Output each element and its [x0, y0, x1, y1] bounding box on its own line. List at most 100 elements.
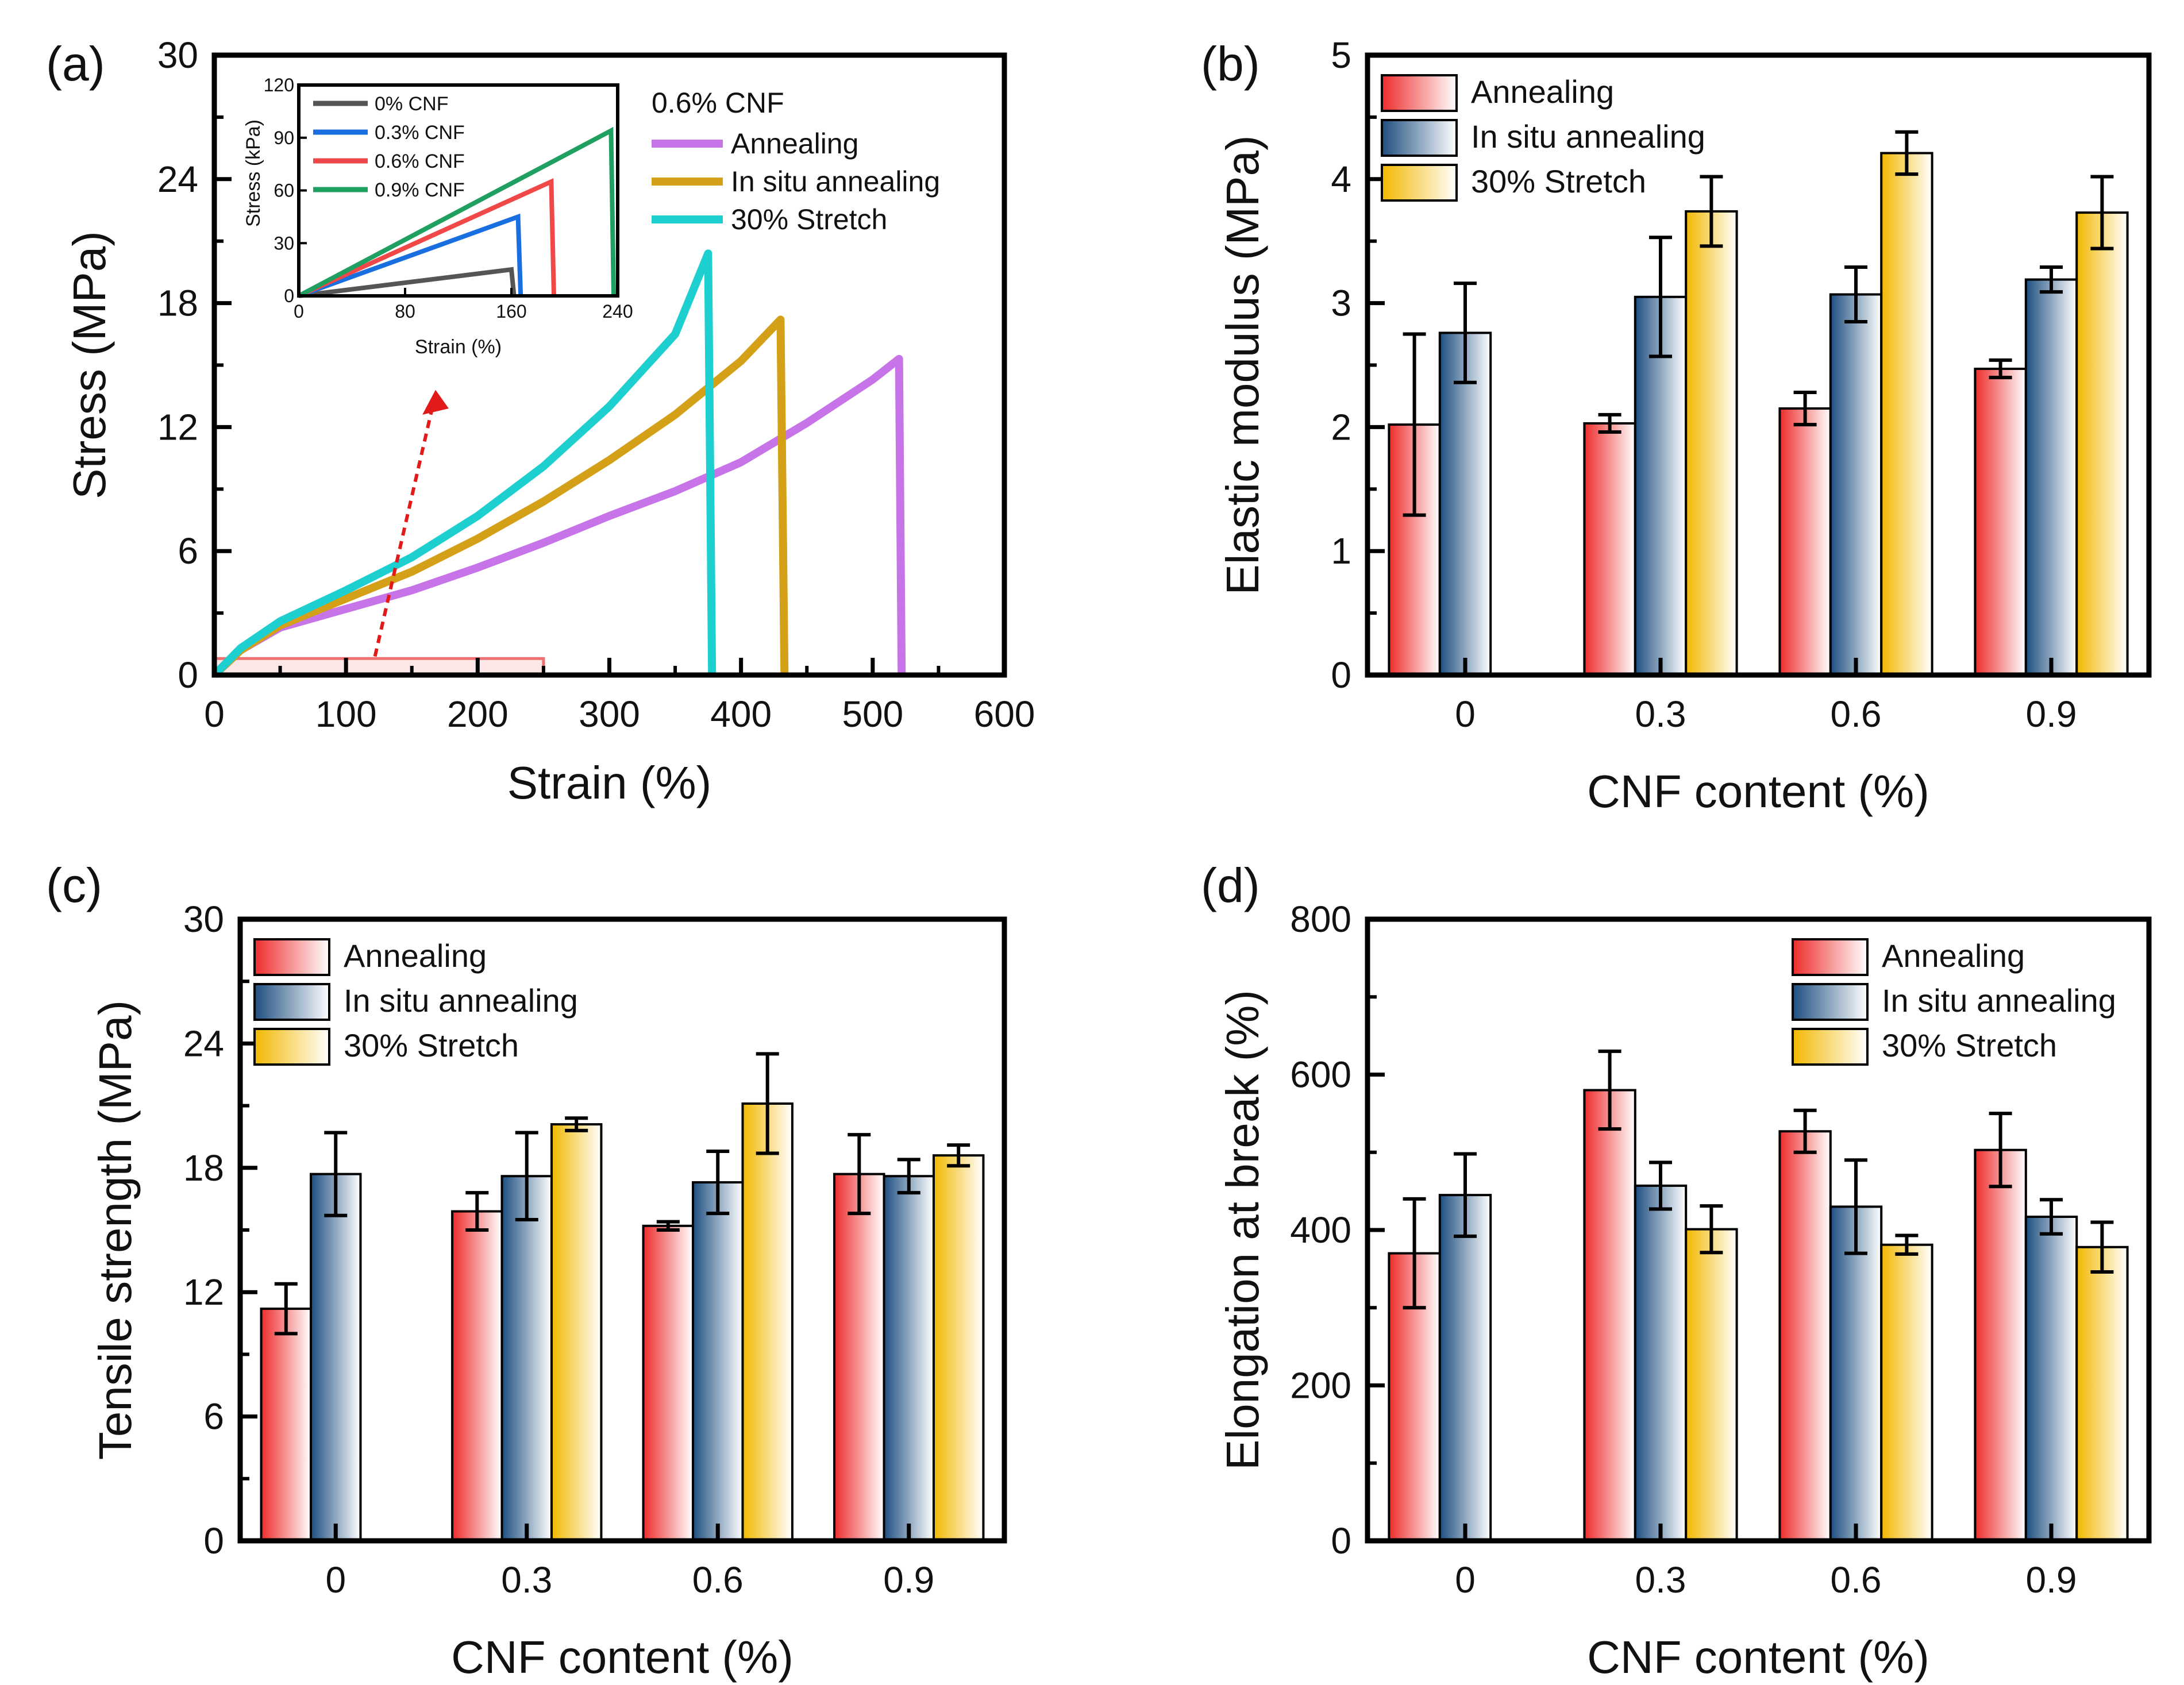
y-tick-label: 400: [1290, 1209, 1351, 1251]
y-axis-label: Elongation at break (%): [1217, 990, 1268, 1470]
x-tick-label: 300: [579, 693, 640, 735]
legend-label: 30% Stretch: [344, 1027, 519, 1063]
bar: [2024, 278, 2078, 676]
legend-label: Annealing: [731, 128, 858, 160]
panel-label: (b): [1201, 37, 1260, 91]
legend-label: Annealing: [1471, 74, 1614, 110]
x-tick-label: 0.6: [1831, 1559, 1882, 1601]
bar: [932, 1154, 985, 1543]
legend-swatch: [1381, 74, 1458, 112]
x-tick-label: 0: [325, 1559, 346, 1601]
x-tick-label: 0: [1455, 1559, 1476, 1601]
y-tick-label: 12: [157, 406, 198, 448]
y-axis-label: Tensile strength (MPa): [90, 1000, 141, 1460]
y-tick-label: 18: [157, 283, 198, 324]
panel-label: (a): [46, 37, 105, 91]
inset-y-tick-label: 0: [284, 286, 294, 306]
inset-legend-label: 0.3% CNF: [375, 122, 465, 144]
bar: [1778, 1130, 1832, 1543]
zoom-arrow-head: [422, 390, 449, 415]
inset-y-tick-label: 30: [274, 233, 294, 253]
legend-label: In situ annealing: [1882, 982, 2116, 1019]
bar: [1583, 422, 1636, 677]
y-tick-label: 200: [1290, 1365, 1351, 1406]
inset-x-tick-label: 80: [395, 301, 415, 322]
bar: [2075, 211, 2129, 677]
inset-y-tick-label: 90: [274, 128, 294, 148]
legend-label: In situ annealing: [731, 165, 940, 198]
inset-series-line: [298, 267, 517, 298]
bar: [883, 1175, 935, 1542]
inset-y-axis-label: Stress (kPa): [242, 119, 264, 227]
legend-swatch: [1381, 164, 1458, 202]
x-tick-label: 400: [710, 693, 772, 735]
legend-swatch: [1792, 983, 1869, 1021]
y-tick-label: 0: [203, 1520, 224, 1561]
y-tick-label: 5: [1331, 34, 1351, 76]
series-line-30-stretch: [211, 249, 717, 678]
x-tick-label: 0.6: [692, 1559, 744, 1601]
x-tick-label: 0.9: [2026, 693, 2077, 735]
legend-swatch: [253, 938, 330, 976]
bar: [1388, 1252, 1441, 1542]
bar: [692, 1181, 744, 1542]
legend-title: 0.6% CNF: [652, 87, 784, 119]
bar: [2075, 1246, 2129, 1542]
bar: [741, 1102, 794, 1542]
legend-swatch: [253, 1028, 330, 1066]
legend-label: In situ annealing: [344, 982, 578, 1019]
panel-b: (b) 0 0.3 0.6 0.9 CNF content (%) 0 1 2 3 4 5 Elasti…: [1201, 34, 2152, 817]
legend-swatch: [1381, 119, 1458, 157]
y-tick-label: 24: [157, 159, 198, 200]
y-tick-label: 12: [183, 1271, 224, 1313]
y-tick-label: 0: [1331, 654, 1351, 696]
y-tick-label: 6: [203, 1396, 224, 1437]
inset-legend-label: 0.6% CNF: [375, 151, 465, 172]
bar: [1685, 1228, 1738, 1542]
x-tick-label: 500: [842, 693, 903, 735]
bar: [260, 1308, 313, 1542]
inset-x-tick-label: 240: [602, 301, 633, 322]
bar: [1974, 1148, 2027, 1542]
y-tick-label: 0: [1331, 1520, 1351, 1561]
legend-swatch: [253, 983, 330, 1021]
y-tick-label: 3: [1331, 283, 1351, 324]
bar: [451, 1210, 503, 1543]
panel-c: (c) 0 0.3 0.6 0.9 CNF content (%) 0 6 12 18 24 30 Te…: [46, 858, 1007, 1683]
inset-series-line: [298, 126, 617, 298]
y-tick-label: 6: [178, 530, 198, 572]
bar: [1974, 367, 2027, 676]
y-axis-label: Elastic modulus (MPa): [1217, 135, 1268, 595]
y-tick-label: 4: [1331, 159, 1351, 200]
x-tick-label: 200: [447, 693, 509, 735]
x-tick-label: 0.6: [1831, 693, 1882, 735]
x-axis-label: CNF content (%): [1587, 766, 1929, 817]
x-axis-label: CNF content (%): [451, 1632, 794, 1683]
x-tick-label: 100: [315, 693, 377, 735]
zoom-arrow: [373, 410, 434, 657]
y-tick-label: 0: [178, 654, 198, 696]
y-tick-label: 30: [157, 34, 198, 76]
bar: [1634, 295, 1688, 676]
inset-y-tick-label: 120: [264, 75, 294, 95]
inset-legend-label: 0.9% CNF: [375, 179, 465, 201]
panel-label: (d): [1201, 858, 1260, 912]
inset-series-line: [298, 178, 556, 298]
y-tick-label: 2: [1331, 406, 1351, 448]
x-tick-label: 0.9: [883, 1559, 934, 1601]
y-tick-label: 800: [1290, 899, 1351, 940]
y-axis-label: Stress (MPa): [64, 231, 115, 499]
inset-series-line: [298, 213, 523, 298]
x-tick-label: 0: [204, 693, 225, 735]
x-tick-label: 0.3: [501, 1559, 552, 1601]
bar: [1438, 331, 1492, 676]
x-tick-label: 0.3: [1635, 1559, 1686, 1601]
x-axis-label: CNF content (%): [1587, 1632, 1929, 1683]
legend-label: 30% Stretch: [1882, 1027, 2057, 1063]
bar: [1880, 1243, 1933, 1542]
bar: [1685, 210, 1738, 676]
bar: [1778, 407, 1832, 677]
bar: [1880, 152, 1933, 676]
